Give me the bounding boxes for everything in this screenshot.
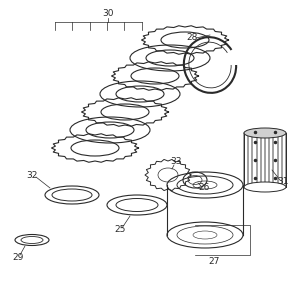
Text: 27: 27: [208, 257, 220, 266]
Text: 28: 28: [186, 33, 198, 42]
Text: 29: 29: [12, 254, 24, 263]
Text: 33: 33: [170, 158, 182, 167]
Text: 26: 26: [198, 184, 210, 193]
Text: 31: 31: [277, 178, 289, 187]
Text: 30: 30: [102, 10, 114, 19]
Text: 32: 32: [26, 170, 38, 179]
Ellipse shape: [244, 182, 286, 192]
Text: 25: 25: [114, 225, 126, 234]
Ellipse shape: [244, 128, 286, 138]
